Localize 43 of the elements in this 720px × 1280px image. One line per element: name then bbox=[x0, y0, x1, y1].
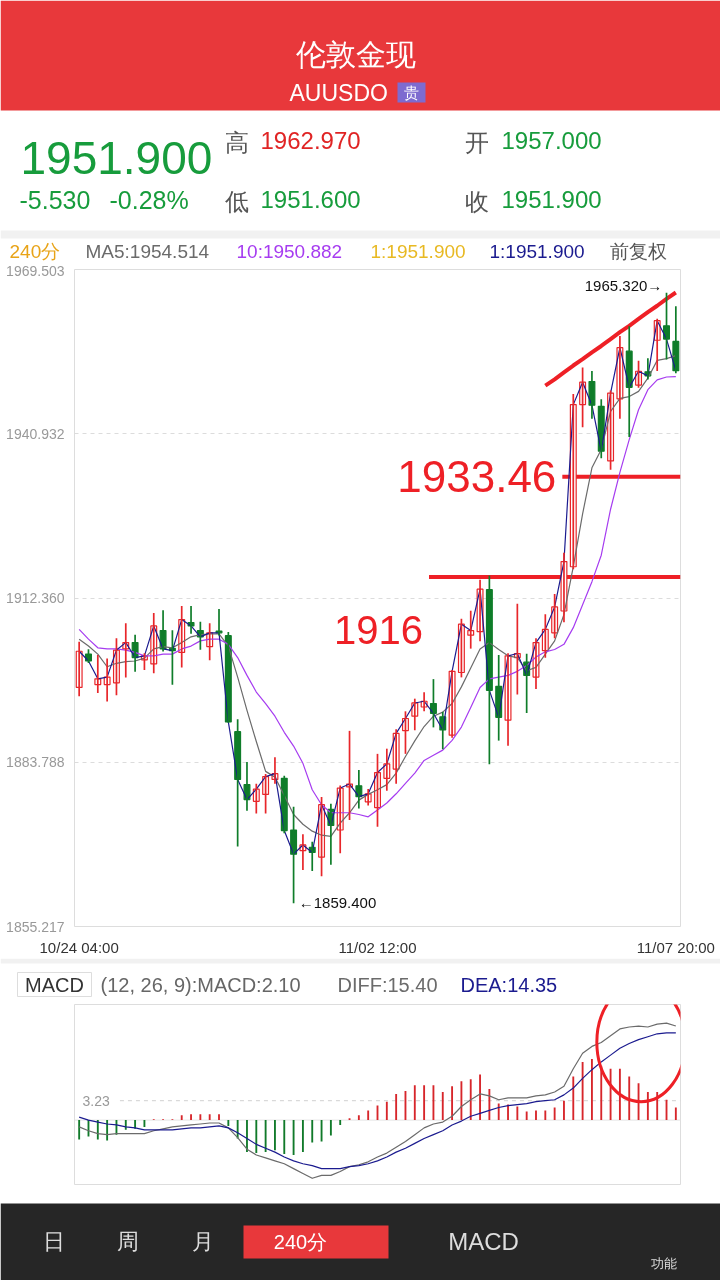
y-tick-label: 1855.217 bbox=[6, 918, 65, 935]
y-tick-label: 1969.503 bbox=[6, 262, 65, 279]
text: DIFF:15.40 bbox=[337, 973, 438, 996]
text: 1962.970 bbox=[260, 127, 361, 154]
text: 1951.900 bbox=[20, 131, 213, 184]
text: 240分 bbox=[273, 1230, 328, 1253]
ref-line-label: 1933.46 bbox=[397, 452, 557, 502]
text: 1951.600 bbox=[260, 186, 361, 213]
text: 功能 bbox=[650, 1256, 677, 1271]
ref-line-label: 1916 bbox=[334, 608, 424, 653]
text: 1957.000 bbox=[501, 127, 602, 154]
chart-title: MACD bbox=[25, 973, 84, 996]
y-tick-label: 1883.788 bbox=[6, 754, 65, 771]
text: 240分 bbox=[9, 241, 61, 262]
text: 10:1950.882 bbox=[236, 241, 343, 262]
text: 高 bbox=[224, 129, 249, 156]
text: 前复权 bbox=[609, 241, 667, 262]
annotation: ←1859.400 bbox=[298, 893, 377, 911]
text: MA5:1954.514 bbox=[85, 241, 210, 262]
text: -5.530 bbox=[19, 185, 91, 214]
x-tick-label: 11/02 12:00 bbox=[338, 938, 417, 956]
text: 低 bbox=[224, 188, 249, 215]
text: 月 bbox=[191, 1229, 214, 1254]
text: -0.28% bbox=[109, 185, 189, 214]
annotation: 3.23 bbox=[82, 1092, 110, 1109]
annotation: 1965.320→ bbox=[584, 276, 663, 294]
chart-title: 伦敦金现 bbox=[295, 38, 416, 71]
legend-label: 1:1951.900 bbox=[370, 241, 466, 262]
y-tick-label: 1912.360 bbox=[6, 590, 65, 606]
text: 收 bbox=[464, 188, 489, 215]
text: (12, 26, 9):MACD:2.10 bbox=[100, 973, 301, 996]
text: 周 bbox=[116, 1229, 139, 1254]
x-tick-label: 10/24 04:00 bbox=[39, 938, 119, 956]
text: 开 bbox=[464, 129, 489, 156]
text: DEA:14.35 bbox=[460, 973, 558, 996]
y-tick-label: 1940.932 bbox=[6, 425, 65, 442]
text: 1951.900 bbox=[501, 186, 602, 213]
x-tick-label: 11/07 20:00 bbox=[636, 938, 715, 956]
text: 日 bbox=[42, 1229, 65, 1254]
text: MACD bbox=[448, 1228, 519, 1255]
text: 1:1951.900 bbox=[489, 241, 585, 262]
text: 贵 bbox=[404, 84, 419, 101]
chart-subtitle: AUUSDO bbox=[289, 79, 388, 106]
